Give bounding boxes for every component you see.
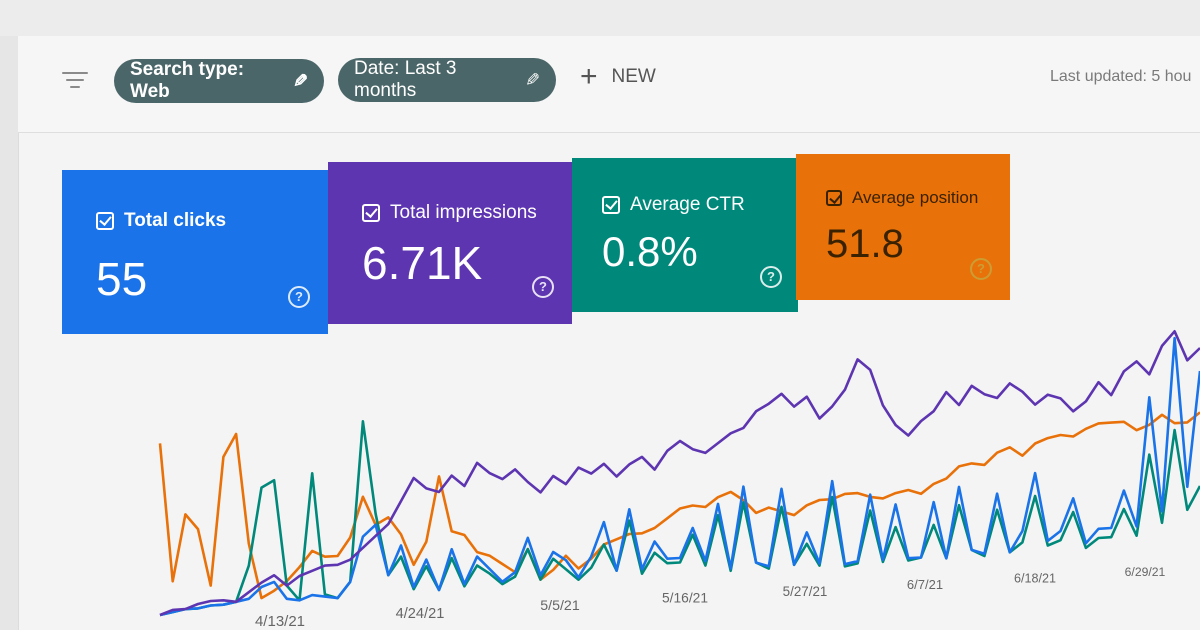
- metric-card-average-position[interactable]: Average position 51.8 ?: [796, 154, 1010, 300]
- edit-icon: ✎: [292, 70, 308, 91]
- x-tick-label: 5/5/21: [540, 598, 580, 614]
- new-filter-button[interactable]: + NEW: [580, 60, 656, 93]
- metric-header: Total impressions: [362, 202, 537, 224]
- left-edge: [0, 36, 19, 630]
- last-updated-text: Last updated: 5 hou: [1050, 68, 1192, 85]
- metric-value: 0.8%: [602, 228, 698, 275]
- search-type-chip-label: Search type: Web: [130, 59, 245, 102]
- series-line-0: [158, 411, 1200, 600]
- metric-value: 55: [96, 253, 148, 305]
- performance-chart: 4/13/21 4/24/21 5/5/21 5/16/21 5/27/21 6/7/21…: [60, 295, 1200, 630]
- metric-label: Total clicks: [124, 210, 227, 231]
- performance-chart-svg: 4/13/21 4/24/21 5/5/21 5/16/21 5/27/21 6/7/21…: [158, 329, 1200, 630]
- checkbox-icon[interactable]: [602, 196, 620, 214]
- series-line-3: [159, 329, 1200, 617]
- date-chip-label: Date: Last 3 months: [354, 58, 457, 101]
- new-filter-label: NEW: [611, 66, 656, 87]
- metric-header: Average CTR: [602, 194, 745, 216]
- metric-card-total-impressions[interactable]: Total impressions 6.71K ?: [328, 162, 572, 324]
- edit-icon: ✎: [524, 69, 540, 90]
- x-tick-label: 4/24/21: [396, 606, 445, 622]
- checkbox-icon[interactable]: [362, 204, 380, 222]
- metric-value: 6.71K: [362, 237, 483, 289]
- x-tick-label: 6/7/21: [907, 577, 943, 592]
- x-tick-label: 5/16/21: [662, 591, 708, 606]
- plus-icon: +: [580, 60, 598, 93]
- x-tick-label: 6/29/21: [1125, 565, 1166, 579]
- x-tick-label: 4/13/21: [255, 613, 305, 630]
- metric-card-total-clicks[interactable]: Total clicks 55 ?: [62, 170, 328, 334]
- checkbox-icon[interactable]: [96, 212, 114, 230]
- metric-card-average-ctr[interactable]: Average CTR 0.8% ?: [572, 158, 798, 312]
- series-line-2: [159, 336, 1200, 617]
- metric-label: Average CTR: [630, 194, 745, 215]
- metric-label: Total impressions: [390, 202, 537, 223]
- help-icon[interactable]: ?: [288, 286, 310, 308]
- top-bar: [0, 0, 1200, 37]
- x-tick-label: 6/18/21: [1014, 572, 1056, 586]
- help-icon[interactable]: ?: [970, 258, 992, 280]
- help-icon[interactable]: ?: [532, 276, 554, 298]
- checkbox-icon[interactable]: [826, 190, 842, 206]
- metric-value: 51.8: [826, 222, 904, 266]
- filter-icon[interactable]: [62, 72, 88, 92]
- search-type-chip[interactable]: Search type: Web ✎: [114, 59, 324, 103]
- metric-header: Total clicks: [96, 210, 226, 232]
- x-tick-label: 5/27/21: [783, 584, 828, 599]
- metric-label: Average position: [852, 188, 979, 207]
- date-chip[interactable]: Date: Last 3 months ✎: [338, 58, 556, 102]
- metric-header: Average position: [826, 188, 978, 208]
- help-icon[interactable]: ?: [760, 266, 782, 288]
